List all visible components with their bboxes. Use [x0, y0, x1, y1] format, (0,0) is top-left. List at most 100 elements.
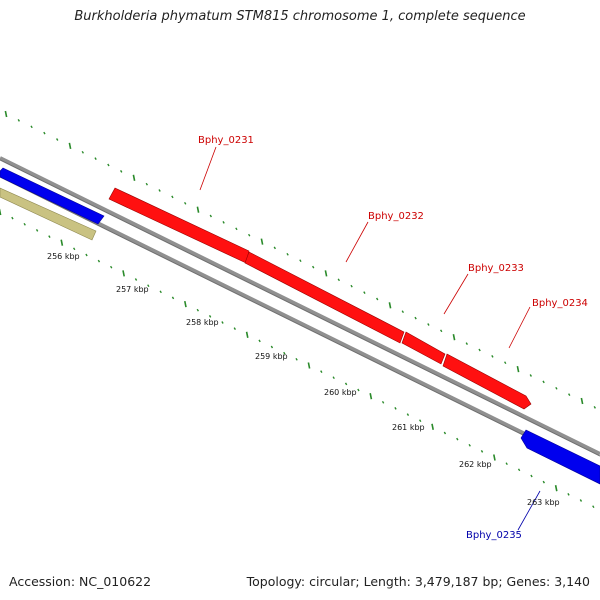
gene-label-bphy-0233[interactable]: Bphy_0233: [468, 263, 524, 274]
outer-minor-tick: [43, 131, 46, 135]
outer-minor-tick: [542, 380, 545, 384]
inner-major-tick: [245, 331, 249, 338]
leader-line-bphy-0232: [345, 221, 369, 263]
gene-label-bphy-0234[interactable]: Bphy_0234: [532, 298, 588, 309]
scale-label-256: 256 kbp: [47, 252, 80, 261]
inner-major-tick: [431, 423, 434, 430]
backbone-inner-line: [0, 173, 600, 473]
inner-major-tick: [369, 393, 373, 400]
inner-minor-tick: [85, 253, 88, 257]
outer-minor-tick: [337, 278, 341, 282]
scale-label-262: 262 kbp: [459, 460, 492, 469]
outer-major-tick: [580, 397, 584, 405]
inner-minor-tick: [11, 216, 14, 220]
inner-minor-tick: [406, 413, 410, 416]
inner-minor-tick: [270, 345, 274, 349]
outer-minor-tick: [567, 393, 571, 396]
backbone-shadow-line: [0, 159, 600, 457]
inner-major-tick: [0, 208, 2, 216]
inner-minor-tick: [394, 407, 397, 410]
backbone-inner-shadow-line: [0, 176, 600, 474]
scale-label-263: 263 kbp: [527, 498, 560, 507]
outer-minor-tick: [311, 265, 315, 269]
leader-line-bphy-0231: [199, 146, 217, 191]
inner-major-tick: [122, 270, 125, 277]
inner-minor-tick: [72, 247, 76, 251]
inner-minor-tick: [97, 259, 101, 263]
outer-minor-tick: [375, 297, 379, 301]
outer-minor-tick: [491, 355, 494, 358]
inner-minor-tick: [208, 315, 212, 318]
inner-minor-tick: [320, 370, 323, 373]
outer-major-tick: [516, 365, 520, 373]
outer-major-tick: [452, 334, 456, 341]
inner-minor-tick: [517, 468, 521, 472]
gene-arrow-bphy-0232[interactable]: [244, 251, 405, 344]
inner-minor-tick: [221, 321, 224, 324]
outer-minor-tick: [209, 214, 213, 218]
outer-minor-tick: [593, 406, 597, 409]
inner-minor-tick: [147, 284, 150, 288]
accession-text: Accession: NC_010622: [9, 574, 152, 589]
gene-arrow-bphy-0234[interactable]: [442, 353, 532, 410]
inner-major-tick: [60, 239, 64, 246]
gene-arrow-reverse-partial[interactable]: [0, 167, 105, 225]
inner-major-tick: [554, 485, 558, 492]
gene-label-bphy-0231[interactable]: Bphy_0231: [198, 135, 254, 146]
outer-major-tick: [388, 302, 392, 309]
inner-minor-tick: [468, 443, 471, 447]
outer-minor-tick: [81, 150, 85, 154]
outer-major-tick: [68, 142, 72, 150]
outer-major-tick: [196, 206, 200, 213]
inner-major-tick: [307, 362, 311, 369]
outer-minor-tick: [427, 323, 430, 326]
gene-label-bphy-0235[interactable]: Bphy_0235: [466, 530, 522, 541]
outer-major-tick: [260, 238, 264, 245]
inner-minor-tick: [48, 235, 51, 238]
inner-minor-tick: [418, 419, 422, 423]
inner-minor-tick: [592, 505, 595, 509]
outer-minor-tick: [94, 157, 97, 160]
feature-arrow-partial[interactable]: [0, 187, 97, 241]
outer-minor-tick: [158, 189, 161, 192]
outer-minor-tick: [30, 125, 33, 129]
outer-minor-tick: [286, 252, 289, 256]
inner-minor-tick: [196, 308, 200, 312]
inner-minor-tick: [357, 388, 360, 392]
scale-label-258: 258 kbp: [186, 318, 219, 327]
gene-label-bphy-0232[interactable]: Bphy_0232: [368, 211, 424, 222]
outer-minor-tick: [171, 195, 174, 199]
outer-tick-track: [4, 110, 597, 409]
scale-label-257: 257 kbp: [116, 285, 149, 294]
inner-minor-tick: [295, 357, 298, 361]
gene-arrow-bphy-0231[interactable]: [108, 187, 250, 264]
outer-minor-tick: [222, 221, 225, 224]
inner-minor-tick: [258, 339, 261, 343]
inner-minor-tick: [443, 431, 447, 435]
inner-minor-tick: [567, 493, 570, 496]
scale-label-259: 259 kbp: [255, 352, 288, 361]
inner-minor-tick: [505, 462, 508, 466]
leader-line-bphy-0233: [443, 273, 469, 315]
inner-minor-tick: [579, 499, 583, 502]
inner-minor-tick: [171, 296, 175, 300]
inner-minor-tick: [332, 376, 335, 380]
map-title: Burkholderia phymatum STM815 chromosome …: [74, 9, 526, 24]
outer-minor-tick: [503, 361, 507, 365]
outer-major-tick: [4, 110, 8, 118]
outer-minor-tick: [529, 374, 533, 377]
gene-arrow-bphy-0233[interactable]: [401, 331, 446, 365]
inner-minor-tick: [283, 351, 286, 355]
scale-label-260: 260 kbp: [324, 388, 357, 397]
outer-minor-tick: [350, 284, 353, 288]
inner-minor-tick: [23, 222, 26, 226]
outer-minor-tick: [107, 163, 110, 167]
outer-minor-tick: [414, 316, 417, 320]
gene-arrow-bphy-0235[interactable]: [520, 429, 600, 485]
outer-minor-tick: [247, 233, 251, 237]
outer-minor-tick: [401, 310, 405, 314]
inner-minor-tick: [344, 382, 348, 386]
scale-label-261: 261 kbp: [392, 423, 425, 432]
outer-minor-tick: [119, 170, 123, 173]
